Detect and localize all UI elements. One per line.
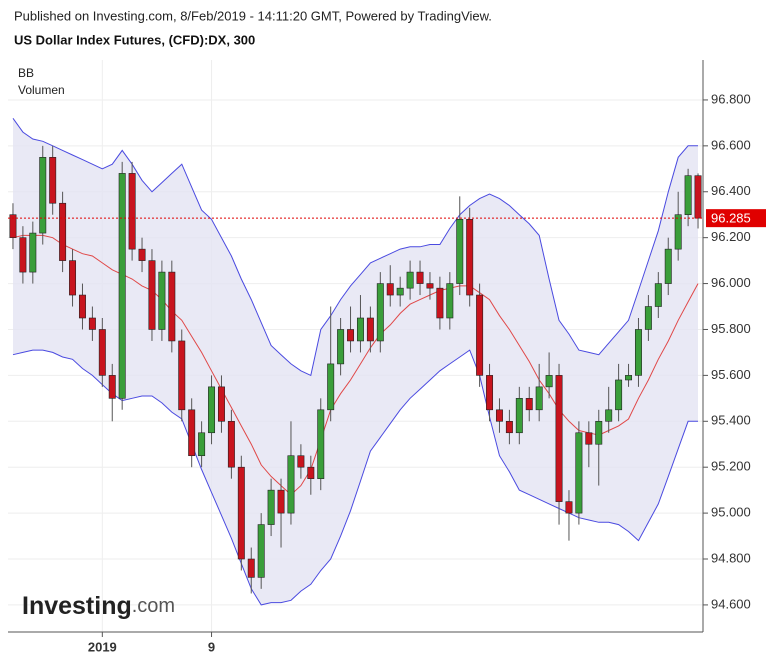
- candle-body: [386, 283, 394, 296]
- y-tick-label: 94.800: [711, 550, 751, 565]
- watermark-part: .com: [132, 595, 175, 617]
- candle-body: [138, 248, 146, 261]
- candle-body: [585, 432, 593, 445]
- candle-body: [247, 558, 255, 578]
- candle-body: [515, 398, 523, 434]
- subtitle: Published on Investing.com, 8/Feb/2019 -…: [14, 8, 492, 23]
- y-tick-label: 96.600: [711, 137, 751, 152]
- chart-title: US Dollar Index Futures, (CFD):DX, 300: [14, 32, 255, 47]
- candle-body: [396, 287, 404, 296]
- candle-body: [307, 466, 315, 479]
- band-middle: [12, 234, 699, 496]
- candle-body: [198, 432, 206, 457]
- candle-body: [406, 271, 414, 289]
- candle-body: [108, 375, 116, 399]
- candle-body: [366, 317, 374, 342]
- candle-body: [257, 524, 265, 578]
- candle-body: [525, 398, 533, 411]
- candle-body: [446, 283, 454, 319]
- legend-label: BB: [18, 66, 34, 80]
- band-fill: [13, 118, 698, 605]
- y-tick-label: 96.400: [711, 183, 751, 198]
- last-price-box: [706, 209, 766, 228]
- candle-body: [694, 175, 702, 219]
- candle-body: [118, 173, 126, 399]
- candle-body: [327, 363, 335, 411]
- candle-body: [505, 420, 513, 434]
- candle-body: [217, 386, 225, 422]
- candle-body: [426, 283, 434, 289]
- candle-body: [644, 306, 652, 330]
- candle-body: [466, 218, 474, 296]
- candle-body: [188, 409, 196, 457]
- candle-body: [376, 283, 384, 342]
- candle-body: [654, 283, 662, 307]
- candle-body: [535, 386, 543, 411]
- y-tick-label: 95.800: [711, 321, 751, 336]
- candle-body: [227, 420, 235, 468]
- y-tick-label: 94.600: [711, 596, 751, 611]
- candle-body: [575, 432, 583, 514]
- watermark-part: Investing: [22, 592, 132, 620]
- candle-body: [29, 232, 37, 273]
- y-tick-label: 95.600: [711, 367, 751, 382]
- candle-body: [19, 237, 27, 273]
- x-tick-label: 9: [208, 639, 215, 654]
- candle-body: [317, 409, 325, 479]
- y-tick-label: 95.200: [711, 459, 751, 474]
- candle-body: [69, 260, 77, 296]
- candle-body: [168, 271, 176, 342]
- candle-body: [208, 386, 216, 434]
- candle-body: [555, 375, 563, 502]
- candle-body: [78, 294, 86, 319]
- last-price-label: 96.285: [711, 211, 751, 226]
- candle-body: [297, 455, 305, 468]
- candle-body: [267, 489, 275, 525]
- candle-body: [674, 214, 682, 250]
- candle-body: [39, 157, 47, 234]
- y-tick-label: 96.000: [711, 275, 751, 290]
- candle-body: [545, 375, 553, 388]
- candle-body: [615, 379, 623, 411]
- candle-body: [178, 340, 186, 411]
- candle-body: [277, 489, 285, 514]
- y-tick-label: 95.400: [711, 413, 751, 428]
- y-tick-label: 95.000: [711, 505, 751, 520]
- candle-body: [237, 466, 245, 560]
- candle-body: [486, 375, 494, 411]
- candle-body: [128, 173, 136, 250]
- candle-body: [625, 375, 633, 381]
- watermark: Investing.com: [22, 592, 175, 620]
- candle-body: [356, 317, 364, 342]
- band-upper: [12, 118, 698, 377]
- y-tick-label: 96.200: [711, 229, 751, 244]
- x-tick-label: 2019: [88, 639, 117, 654]
- candle-body: [565, 501, 573, 514]
- candle-body: [436, 287, 444, 319]
- legend-label: Volumen: [18, 83, 65, 97]
- candle-body: [59, 202, 67, 261]
- candle-body: [98, 329, 106, 376]
- candle-body: [148, 260, 156, 330]
- candle-body: [684, 175, 692, 216]
- candle-body: [337, 329, 345, 365]
- y-tick-label: 96.800: [711, 91, 751, 106]
- candle-body: [664, 248, 672, 284]
- candle-body: [605, 409, 613, 422]
- candle-body: [476, 294, 484, 376]
- candle-body: [634, 329, 642, 376]
- candle-body: [347, 329, 355, 342]
- candle-body: [49, 157, 57, 204]
- candle-body: [416, 271, 424, 284]
- candle-body: [158, 271, 166, 330]
- candle-body: [595, 420, 603, 445]
- candle-body: [495, 409, 503, 422]
- candle-body: [88, 317, 96, 330]
- candle-body: [456, 218, 464, 284]
- candle-body: [287, 455, 295, 514]
- band-lower: [12, 349, 698, 606]
- candle-body: [9, 214, 17, 238]
